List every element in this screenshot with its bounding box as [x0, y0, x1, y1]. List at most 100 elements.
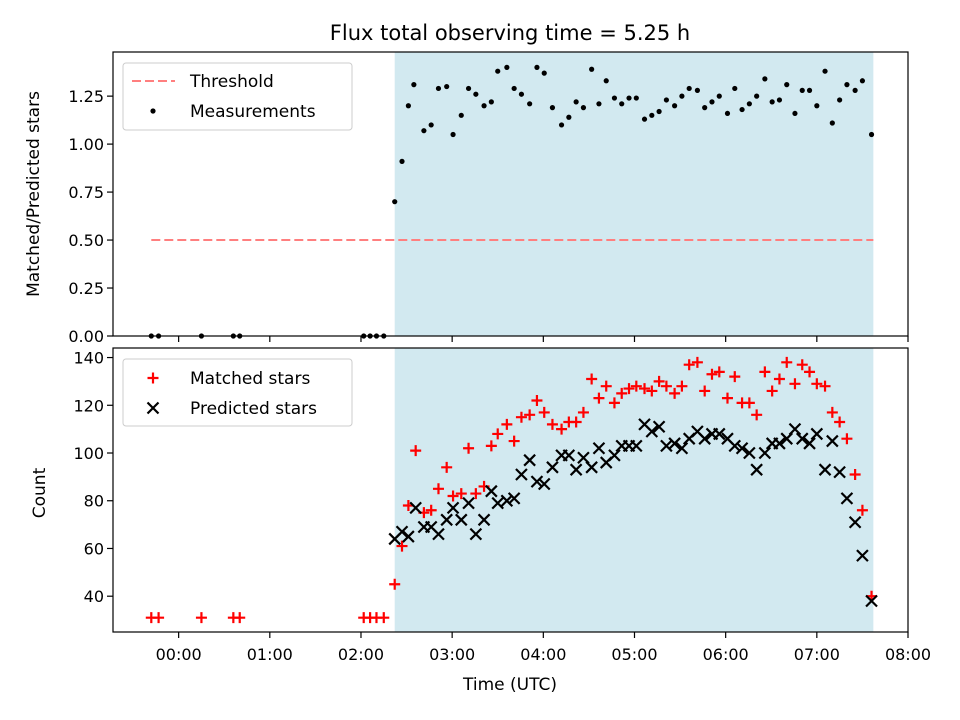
y-tick-label: 0.25 — [68, 279, 104, 298]
predicted-star-point — [469, 527, 483, 541]
matched-star-point — [683, 359, 695, 371]
y-tick-label: 120 — [73, 396, 104, 415]
measurement-point — [481, 103, 487, 109]
x-tick-label: 04:00 — [520, 645, 566, 664]
matched-star-point — [630, 380, 642, 392]
measurement-point — [473, 91, 479, 97]
matched-star-point — [463, 442, 475, 454]
measurement-point — [641, 116, 648, 122]
x-tick-label: 07:00 — [794, 645, 840, 664]
matched-star-point — [676, 380, 688, 392]
predicted-star-point — [848, 515, 862, 529]
predicted-star-point — [840, 492, 854, 505]
measurement-point — [694, 87, 700, 93]
measurement-point — [702, 105, 708, 111]
matched-star-point — [781, 356, 793, 368]
matched-star-point — [819, 380, 831, 392]
measurement-point — [465, 85, 472, 92]
measurement-point — [549, 105, 556, 111]
matched-star-point — [593, 392, 605, 404]
measurement-point — [534, 64, 540, 70]
matched-star-point — [721, 392, 733, 404]
matched-star-point — [447, 490, 459, 502]
predicted-star-point — [395, 525, 409, 539]
matched-star-point — [616, 387, 628, 399]
measurement-point — [580, 105, 587, 111]
predicted-star-point — [645, 425, 659, 438]
measurement-point — [566, 114, 572, 120]
count-points — [145, 356, 878, 624]
matched-star-point — [804, 366, 816, 378]
predicted-star-point — [675, 441, 689, 455]
matched-star-point — [470, 488, 482, 500]
matched-star-point — [766, 385, 778, 397]
predicted-star-point — [630, 439, 643, 453]
predicted-star-point — [713, 427, 726, 441]
measurement-point — [679, 93, 685, 99]
matched-star-point — [556, 423, 568, 435]
legend-matched-swatch — [147, 372, 159, 384]
x-tick-label: 03:00 — [429, 645, 475, 664]
predicted-star-point — [562, 449, 576, 462]
measurement-point — [868, 131, 875, 138]
measurement-point — [611, 95, 618, 101]
measurement-point — [814, 103, 820, 109]
matched-star-point — [660, 380, 672, 392]
predicted-star-point — [530, 475, 544, 488]
measurement-point — [527, 101, 533, 107]
matched-star-point — [432, 483, 444, 495]
predicted-star-point — [856, 549, 869, 562]
measurement-point — [541, 70, 547, 76]
predicted-star-point — [500, 494, 514, 508]
matched-star-point — [195, 612, 207, 624]
matched-star-point — [485, 440, 497, 452]
matched-star-point — [729, 371, 741, 383]
measurement-point — [405, 103, 411, 109]
matched-star-point — [849, 468, 861, 480]
measurement-point — [421, 128, 427, 134]
predicted-star-point — [818, 463, 832, 476]
predicted-star-marker — [146, 401, 160, 415]
measurement-point — [792, 110, 798, 117]
matched-star-point — [441, 461, 453, 473]
matched-star-point — [713, 366, 725, 378]
x-tick-label: 00:00 — [156, 645, 202, 664]
predicted-star-point — [743, 446, 756, 460]
count-legend-box — [122, 358, 353, 427]
observing-window-shade — [394, 348, 874, 632]
measurement-point — [428, 122, 434, 128]
measurement-point — [633, 95, 639, 101]
measurement-point — [769, 99, 775, 105]
measurement-point — [844, 82, 850, 88]
predicted-star-point — [546, 461, 559, 474]
predicted-star-point — [462, 496, 475, 510]
measurement-point — [504, 64, 510, 70]
matched-star-point — [515, 411, 527, 423]
matched-star-point — [570, 416, 582, 428]
predicted-star-point — [698, 432, 711, 445]
matched-star-marker — [147, 372, 159, 384]
measurement-point — [399, 158, 405, 164]
x-tick-label: 05:00 — [611, 645, 657, 664]
matched-star-point — [531, 395, 543, 407]
matched-star-point — [546, 418, 558, 430]
matched-star-point — [577, 406, 589, 418]
predicted-star-point — [810, 427, 824, 441]
y-tick-label: 1.25 — [68, 87, 104, 106]
legend-measurements-label: Measurements — [190, 102, 316, 122]
measurement-point — [444, 83, 450, 90]
measurement-point — [392, 199, 398, 205]
observing-window-shade — [394, 52, 874, 336]
y-tick-label: 40 — [84, 587, 104, 606]
predicted-star-point — [477, 513, 491, 527]
matched-star-point — [789, 378, 801, 390]
matched-star-point — [600, 380, 612, 392]
predicted-star-point — [758, 446, 772, 460]
matched-star-point — [699, 385, 711, 397]
measurement-point — [686, 85, 692, 92]
ratio-y-axis: 0.00 0.25 0.50 0.75 1.00 1.25 — [68, 87, 113, 346]
matched-star-point — [586, 373, 598, 385]
matched-star-point — [653, 375, 665, 387]
measurement-point — [837, 97, 843, 103]
measurement-point — [450, 131, 456, 138]
